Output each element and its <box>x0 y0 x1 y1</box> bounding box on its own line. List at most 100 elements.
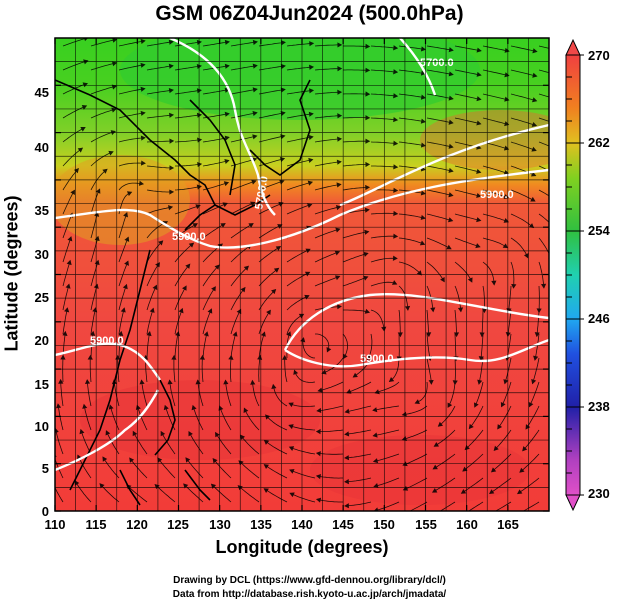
streamline-arrowhead <box>462 466 468 472</box>
streamline-arrowhead <box>188 430 193 437</box>
streamline-arrowhead <box>475 243 481 249</box>
streamline <box>454 69 481 76</box>
streamline-arrowhead <box>334 250 341 256</box>
streamline <box>317 405 344 412</box>
streamline-arrowhead <box>139 379 145 385</box>
streamline-arrowhead <box>152 284 158 291</box>
streamline-arrowhead <box>307 180 314 186</box>
streamline <box>264 440 288 455</box>
streamline <box>480 333 484 361</box>
streamline <box>258 112 285 119</box>
streamline <box>258 65 286 71</box>
streamline-arrowhead <box>448 217 454 223</box>
streamline-arrowhead <box>559 149 563 152</box>
streamline <box>497 405 512 430</box>
streamline-arrowhead <box>392 255 398 261</box>
streamline-arrowhead <box>224 87 230 93</box>
streamline-arrowhead <box>393 210 399 217</box>
streamline-arrowhead <box>282 354 288 360</box>
streamline-arrowhead <box>309 64 315 70</box>
streamline-arrowhead <box>309 88 315 94</box>
streamline-arrowhead <box>489 489 495 494</box>
streamline-arrowhead <box>505 332 511 338</box>
streamline <box>374 501 400 511</box>
streamline <box>342 186 370 191</box>
streamline-arrowhead <box>420 46 427 52</box>
streamline <box>510 165 536 177</box>
streamline <box>74 480 92 503</box>
streamline-arrowhead <box>405 305 411 311</box>
streamline-arrowhead <box>271 289 277 295</box>
streamline <box>454 213 481 221</box>
streamline <box>510 117 537 126</box>
x-tick-label: 140 <box>291 517 313 532</box>
streamline-arrowhead <box>420 142 426 148</box>
streamline-arrowhead <box>132 430 138 437</box>
streamline <box>265 414 288 431</box>
streamline-arrowhead <box>336 182 342 188</box>
streamline-arrowhead <box>207 308 213 314</box>
streamline <box>230 202 255 215</box>
streamline <box>160 431 176 455</box>
streamline-arrowhead <box>448 143 454 149</box>
streamline <box>403 477 428 491</box>
streamline-arrowhead <box>73 167 79 174</box>
streamline <box>258 246 281 263</box>
streamline <box>314 228 340 239</box>
streamline <box>426 213 453 222</box>
streamline <box>118 307 125 335</box>
height-contours <box>55 38 549 472</box>
streamline-arrowhead <box>321 369 327 375</box>
streamline <box>454 117 481 125</box>
streamline <box>426 165 453 172</box>
contour-label: 5900.0 <box>480 189 514 201</box>
streamline <box>90 260 99 287</box>
streamline-arrowhead <box>182 285 187 291</box>
streamline-arrowhead <box>185 457 191 463</box>
streamline-arrowhead <box>448 192 454 198</box>
streamline-arrowhead <box>401 411 407 417</box>
streamline <box>272 384 288 407</box>
streamline <box>538 45 549 49</box>
streamline-arrowhead <box>315 451 321 457</box>
streamline <box>263 488 288 503</box>
y-tick-labels: 0 5 10 15 20 25 30 35 40 45 <box>35 85 49 519</box>
streamline <box>314 91 342 95</box>
streamline <box>538 93 549 98</box>
streamline-arrowhead <box>430 307 436 313</box>
streamline-arrowhead <box>335 227 341 233</box>
streamline <box>169 380 176 407</box>
streamline-arrowhead <box>516 489 523 495</box>
streamline <box>345 405 372 413</box>
streamline-arrowhead <box>252 134 258 140</box>
streamline-arrowhead <box>372 432 378 438</box>
streamline <box>538 141 549 147</box>
streamline-arrowhead <box>263 439 270 445</box>
streamline <box>90 39 117 47</box>
x-tick-label: 150 <box>373 517 395 532</box>
streamline <box>481 310 484 337</box>
streamline-arrowhead <box>188 242 195 248</box>
streamline <box>146 41 174 47</box>
streamline-arrowhead <box>140 110 146 116</box>
contour-label: 5900.0 <box>360 353 394 365</box>
streamline-arrowhead <box>393 93 399 99</box>
streamline-arrowhead <box>126 191 133 197</box>
streamline <box>510 45 537 52</box>
streamline <box>243 408 260 431</box>
credit-data: Data from http://database.rish.kyoto-u.a… <box>172 589 447 600</box>
streamline <box>90 188 101 215</box>
streamline-arrowhead <box>277 224 283 229</box>
streamline-arrowhead <box>140 62 146 68</box>
streamline-arrowhead <box>146 330 152 337</box>
streamline-arrowhead <box>90 330 96 336</box>
streamline-arrowhead <box>531 121 538 127</box>
streamline <box>493 429 512 451</box>
streamline-arrowhead <box>79 428 85 435</box>
streamline-arrowhead <box>337 113 343 119</box>
streamline <box>286 295 310 311</box>
streamline-arrowhead <box>70 189 75 195</box>
streamline-arrowhead <box>391 280 398 285</box>
streamline-arrowhead <box>260 331 266 337</box>
streamline <box>237 485 260 503</box>
